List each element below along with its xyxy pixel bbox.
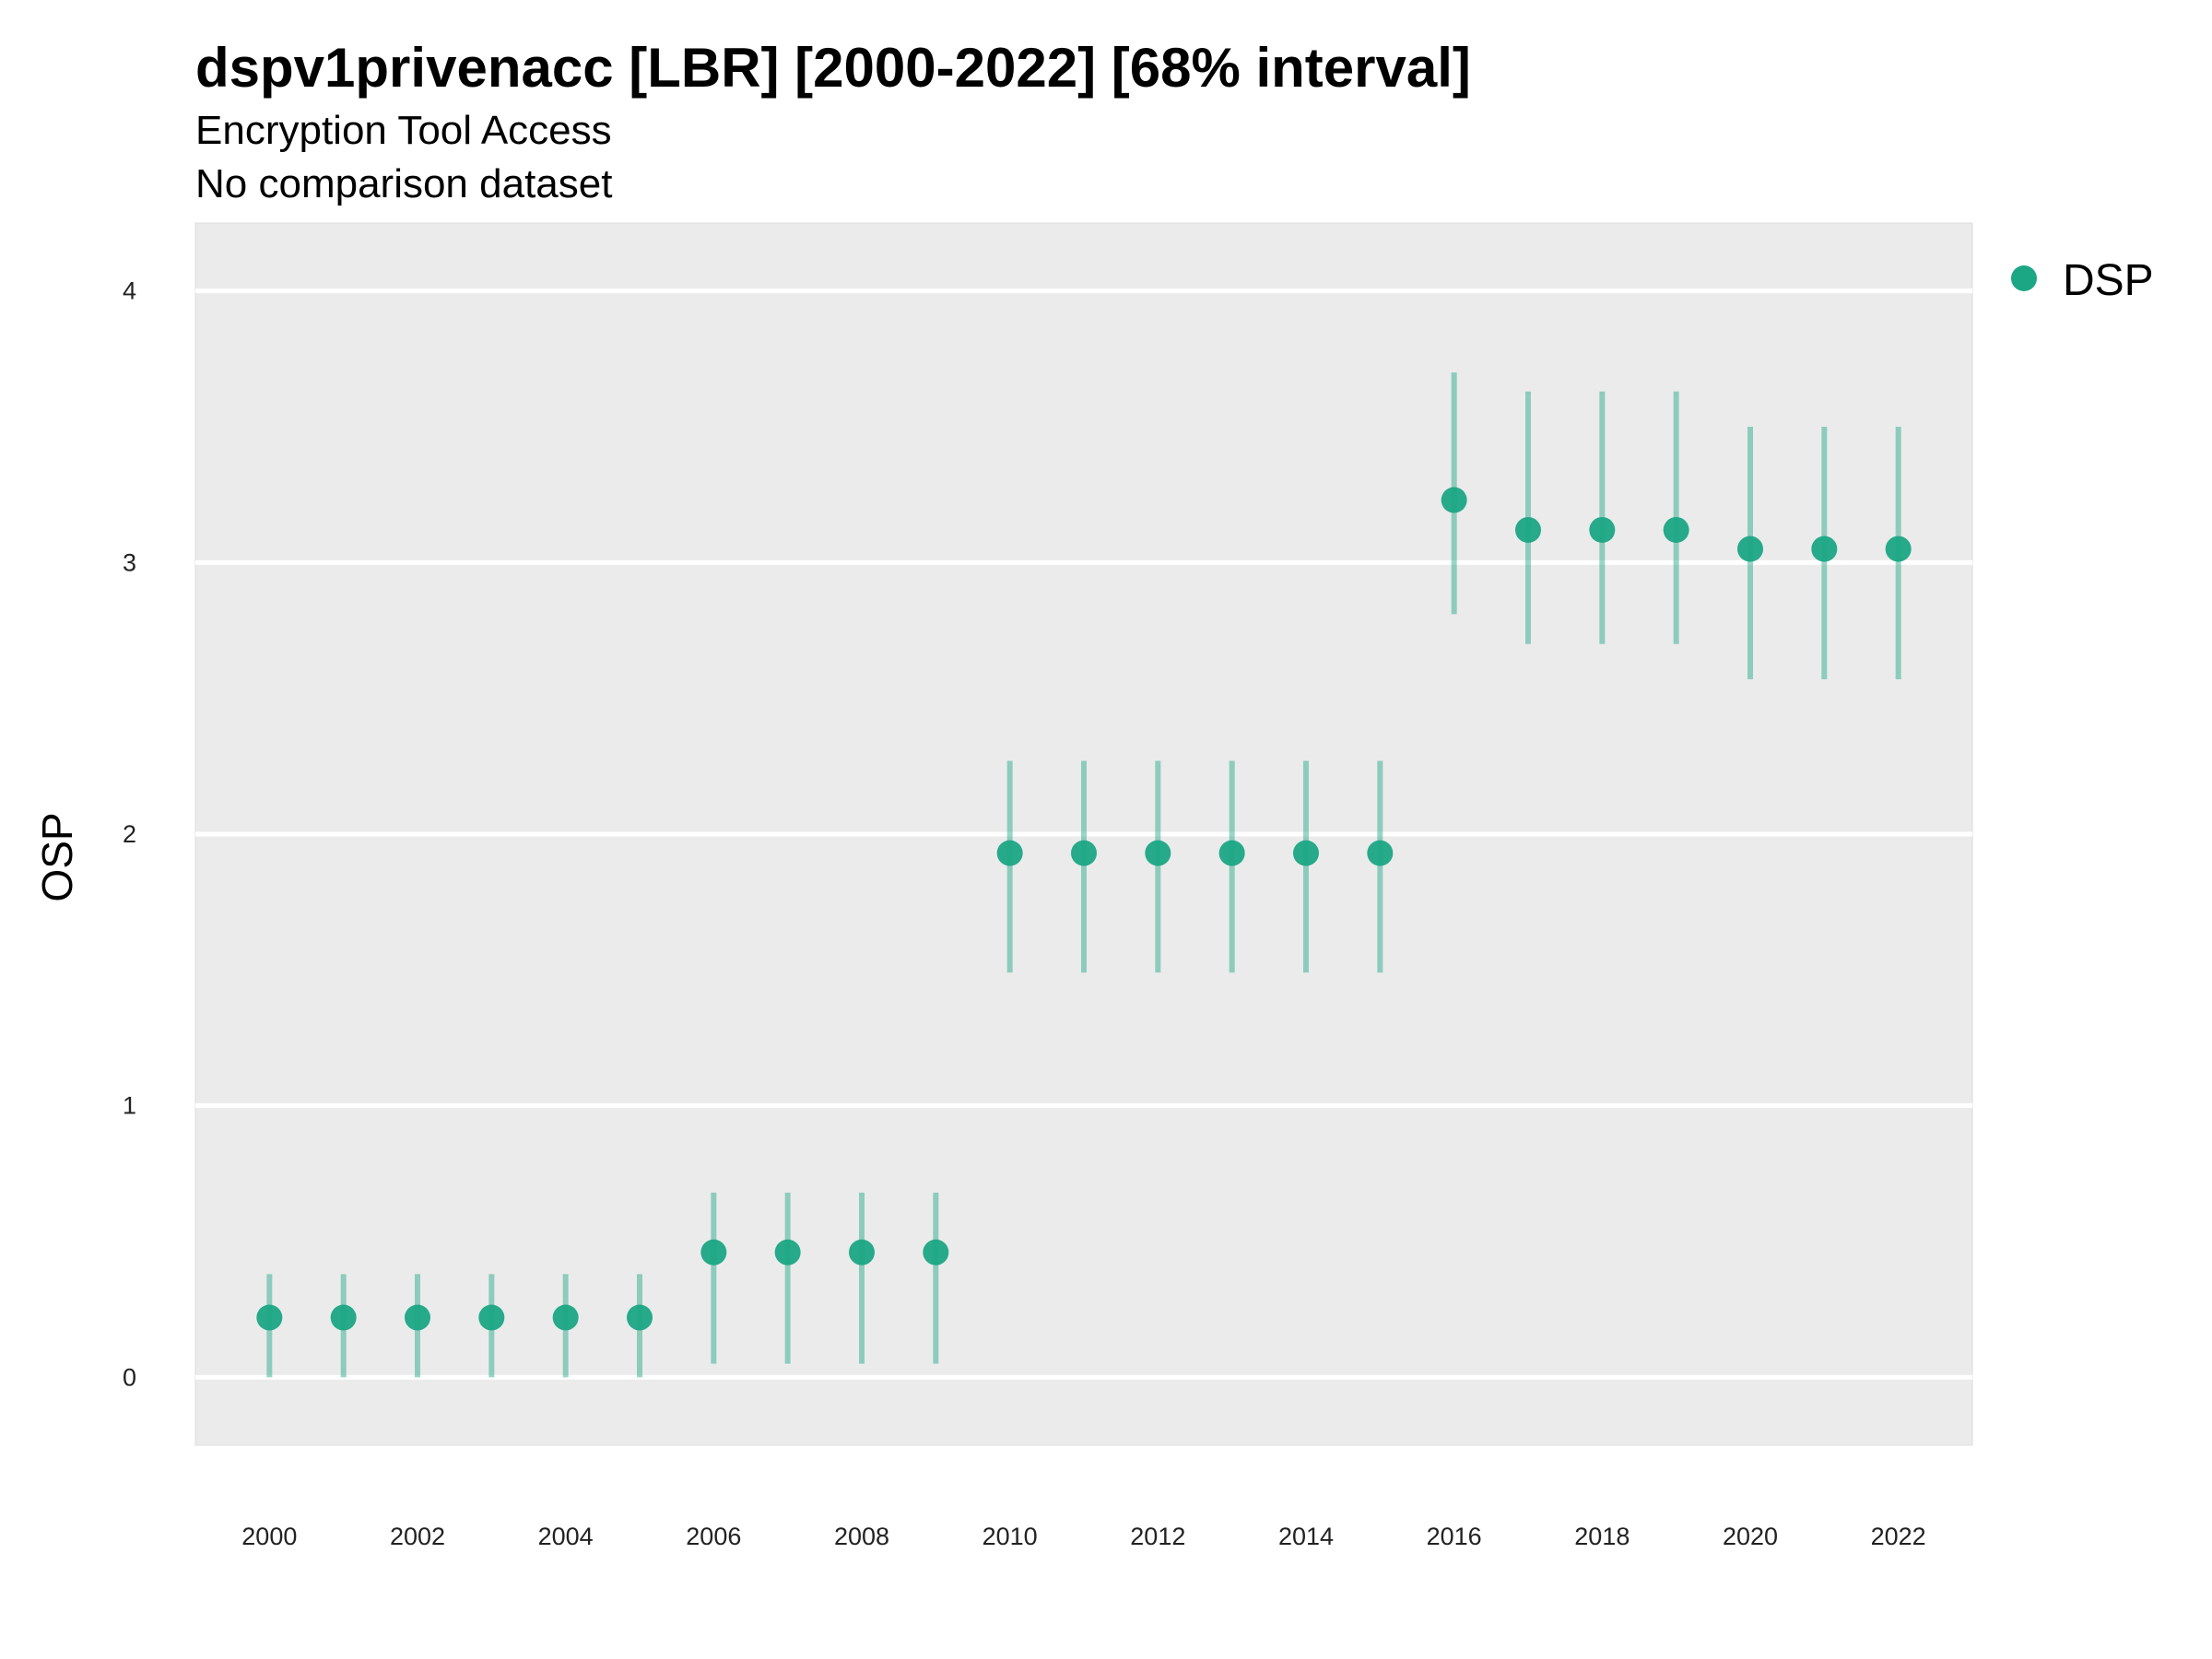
data-point xyxy=(1218,840,1245,866)
data-point xyxy=(330,1304,357,1331)
data-point xyxy=(1145,840,1171,866)
x-axis-ticks: 2000 2002 2004 2006 2008 2010 2012 2014 2016 2018… xyxy=(241,1523,1925,1550)
data-point xyxy=(1441,487,1467,513)
y-axis-label: OSP xyxy=(33,812,81,901)
x-tick-label: 2022 xyxy=(1871,1523,1926,1550)
x-tick-label: 2008 xyxy=(834,1523,889,1550)
x-tick-label: 2018 xyxy=(1574,1523,1630,1550)
y-tick-label: 4 xyxy=(123,277,136,305)
data-point xyxy=(478,1304,505,1331)
x-tick-label: 2020 xyxy=(1723,1523,1778,1550)
data-point xyxy=(700,1239,727,1265)
data-point xyxy=(849,1239,875,1265)
y-tick-label: 3 xyxy=(123,548,136,576)
x-tick-label: 2012 xyxy=(1130,1523,1185,1550)
data-point xyxy=(1589,516,1616,543)
data-point xyxy=(1811,535,1838,562)
data-points xyxy=(256,487,1912,1331)
data-point xyxy=(1367,840,1394,866)
data-point xyxy=(1737,535,1763,562)
y-tick-label: 1 xyxy=(123,1092,136,1120)
y-tick-label: 2 xyxy=(123,820,136,848)
x-tick-label: 2004 xyxy=(538,1523,594,1550)
data-point xyxy=(1885,535,1912,562)
chart-subtitle: Encryption Tool Access xyxy=(195,108,612,153)
data-point xyxy=(627,1304,653,1331)
data-point xyxy=(552,1304,579,1331)
x-tick-label: 2002 xyxy=(390,1523,445,1550)
data-point xyxy=(996,840,1023,866)
x-tick-label: 2010 xyxy=(982,1523,1038,1550)
x-tick-label: 2006 xyxy=(686,1523,741,1550)
data-point xyxy=(256,1304,283,1331)
data-point xyxy=(1293,840,1319,866)
legend: DSP xyxy=(2011,256,2154,305)
data-point xyxy=(1515,516,1541,543)
data-point xyxy=(774,1239,801,1265)
chart-subtitle-2: No comparison dataset xyxy=(195,161,612,206)
x-tick-label: 2016 xyxy=(1427,1523,1482,1550)
data-point xyxy=(923,1239,949,1265)
x-tick-label: 2014 xyxy=(1278,1523,1334,1550)
chart-title: dspv1privenacc [LBR] [2000-2022] [68% in… xyxy=(195,37,1471,99)
legend-label-dsp: DSP xyxy=(2063,256,2154,305)
grid-lines xyxy=(195,288,1972,1380)
data-point xyxy=(1663,516,1689,543)
y-tick-label: 0 xyxy=(123,1363,136,1391)
y-axis-ticks: 0 1 2 3 4 xyxy=(123,277,136,1392)
x-tick-label: 2000 xyxy=(241,1523,297,1550)
data-point xyxy=(405,1304,430,1331)
data-point xyxy=(1071,840,1097,866)
legend-marker-dsp xyxy=(2011,265,2037,291)
